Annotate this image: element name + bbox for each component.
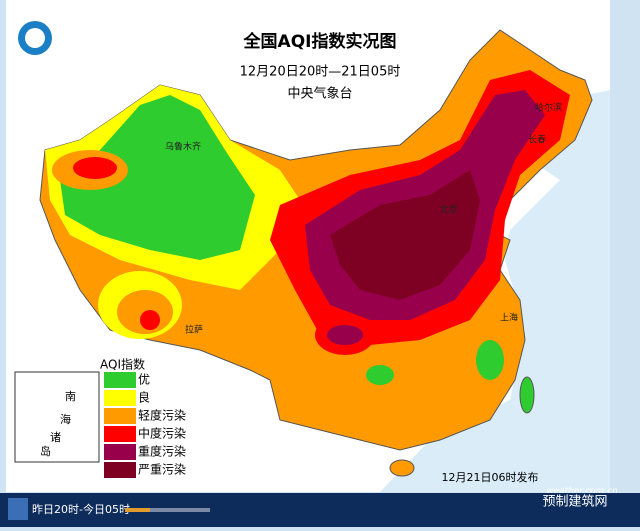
legend-label: 轻度污染	[138, 408, 186, 423]
sea	[380, 90, 610, 492]
inset-label: 南	[65, 390, 76, 403]
legend-title: AQI指数	[100, 357, 145, 372]
zone-moderate	[140, 310, 160, 330]
subtitle: 12月20日20时—21日05时	[240, 65, 401, 80]
taiwan	[519, 376, 535, 414]
title: 全国AQI指数实况图	[243, 31, 397, 52]
zone-moderate	[73, 157, 117, 179]
inset-box	[14, 371, 100, 463]
legend-swatch	[104, 444, 136, 460]
legend-swatch	[104, 390, 136, 406]
zone-excellent	[60, 95, 255, 260]
hainan	[389, 459, 415, 477]
play-button[interactable]	[8, 498, 28, 520]
legend-swatch	[104, 372, 136, 388]
zone-excellent	[476, 340, 504, 380]
legend-label: 中度污染	[138, 426, 186, 441]
inset-label: 海	[60, 412, 71, 426]
city-label: 乌鲁木齐	[165, 141, 201, 153]
bottom-bar	[0, 493, 640, 527]
legend-label: 重度污染	[138, 444, 186, 459]
city-label: 拉萨	[185, 324, 203, 336]
logo	[25, 28, 45, 48]
city-label: 长春	[528, 134, 546, 146]
zone-severe	[330, 170, 480, 300]
legend-swatch	[104, 462, 136, 478]
city-label: 哈尔滨	[535, 102, 562, 114]
legend-swatch	[104, 408, 136, 424]
zone-excellent	[366, 365, 394, 385]
watermark: weather.com.cn	[546, 487, 618, 497]
legend-swatch	[104, 426, 136, 442]
time-range: 昨日20时-今日05时	[32, 502, 130, 516]
inset-label: 岛	[40, 444, 51, 458]
progress-track[interactable]	[150, 508, 210, 512]
legend-label: 严重污染	[138, 462, 186, 477]
inset-label: 诸	[50, 431, 61, 444]
source: 中央气象台	[287, 86, 352, 102]
city-label: 北京	[440, 204, 458, 216]
legend-label: 优	[138, 373, 150, 387]
release-time: 12月21日06时发布	[442, 470, 539, 484]
progress-bar[interactable]	[125, 508, 150, 512]
zone-heavy	[327, 325, 363, 345]
city-label: 上海	[500, 312, 518, 324]
brand: 预制建筑网	[542, 494, 607, 510]
legend-label: 良	[138, 390, 150, 405]
